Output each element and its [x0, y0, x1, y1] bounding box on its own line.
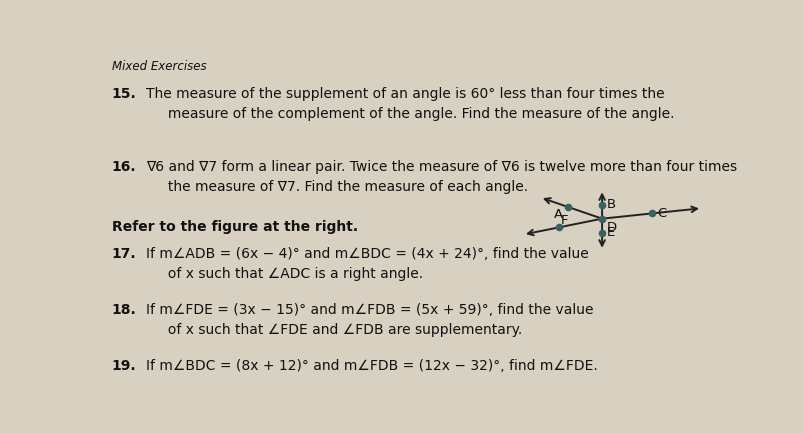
Text: 18.: 18.: [112, 303, 137, 317]
Text: C: C: [656, 207, 666, 220]
Text: If m∠BDC = (8x + 12)° and m∠FDB = (12x − 32)°, find m∠FDE.: If m∠BDC = (8x + 12)° and m∠FDB = (12x −…: [146, 359, 597, 373]
Text: If m∠ADB = (6x − 4)° and m∠BDC = (4x + 24)°, find the value
     of x such that : If m∠ADB = (6x − 4)° and m∠BDC = (4x + 2…: [146, 247, 588, 281]
Text: 16.: 16.: [112, 160, 137, 174]
Text: 15.: 15.: [112, 87, 137, 101]
Text: B: B: [606, 198, 615, 211]
Text: If m∠FDE = (3x − 15)° and m∠FDB = (5x + 59)°, find the value
     of x such that: If m∠FDE = (3x − 15)° and m∠FDB = (5x + …: [146, 303, 593, 337]
Text: 19.: 19.: [112, 359, 137, 373]
Text: D: D: [606, 221, 617, 234]
Text: A: A: [553, 208, 562, 221]
Text: Refer to the figure at the right.: Refer to the figure at the right.: [112, 220, 357, 234]
Text: The measure of the supplement of an angle is 60° less than four times the
     m: The measure of the supplement of an angl…: [146, 87, 674, 121]
Text: E: E: [606, 226, 614, 239]
Text: ∇6 and ∇7 form a linear pair. Twice the measure of ∇6 is twelve more than four t: ∇6 and ∇7 form a linear pair. Twice the …: [146, 160, 736, 194]
Text: 17.: 17.: [112, 247, 137, 261]
Text: Mixed Exercises: Mixed Exercises: [112, 60, 206, 73]
Text: F: F: [560, 213, 568, 226]
